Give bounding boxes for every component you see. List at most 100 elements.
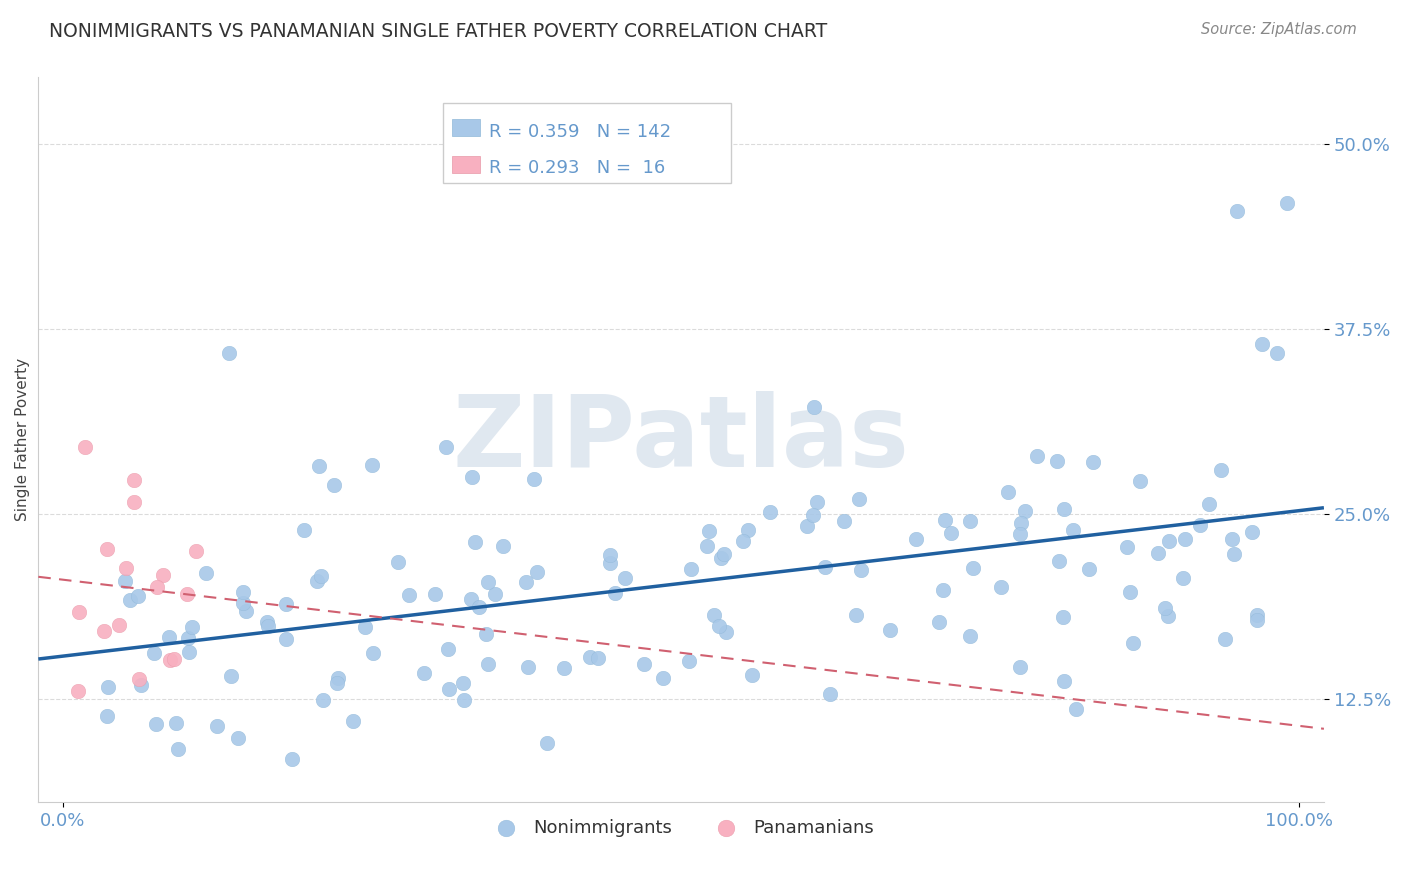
Point <box>1010 527 1032 541</box>
Point <box>714 624 737 639</box>
Point <box>145 717 167 731</box>
Point <box>176 587 198 601</box>
Point <box>709 550 731 565</box>
Point <box>990 580 1012 594</box>
Point <box>115 560 138 574</box>
Point <box>1275 196 1298 211</box>
Point <box>451 675 474 690</box>
Point <box>256 615 278 629</box>
Point <box>939 526 962 541</box>
Point <box>1081 455 1104 469</box>
Point <box>129 678 152 692</box>
Point <box>124 494 146 508</box>
Point <box>221 669 243 683</box>
Point <box>959 629 981 643</box>
Point <box>361 647 384 661</box>
Point <box>434 440 457 454</box>
Point <box>703 608 725 623</box>
Point <box>205 718 228 732</box>
Point <box>122 474 145 488</box>
Point <box>437 681 460 696</box>
Point <box>276 597 298 611</box>
Point <box>1025 449 1047 463</box>
Point <box>66 684 89 698</box>
Point <box>1156 608 1178 623</box>
Point <box>228 731 250 745</box>
Point <box>477 657 499 671</box>
Point <box>1246 608 1268 623</box>
Point <box>758 505 780 519</box>
Point <box>67 605 90 619</box>
Point <box>1213 632 1236 646</box>
Y-axis label: Single Father Poverty: Single Father Poverty <box>15 359 30 522</box>
Point <box>1246 613 1268 627</box>
Point <box>162 652 184 666</box>
Point <box>1046 454 1069 468</box>
Point <box>696 539 718 553</box>
Point <box>308 458 330 473</box>
Point <box>713 547 735 561</box>
Point <box>412 666 434 681</box>
Point <box>679 562 702 576</box>
Point <box>1153 601 1175 615</box>
Point <box>232 585 254 599</box>
Point <box>453 693 475 707</box>
Point <box>1052 610 1074 624</box>
Point <box>1198 497 1220 511</box>
Point <box>578 650 600 665</box>
Point <box>492 540 515 554</box>
Point <box>741 667 763 681</box>
Point <box>803 401 825 415</box>
Point <box>1226 203 1249 218</box>
Point <box>1053 673 1076 688</box>
Point <box>733 534 755 549</box>
Point <box>849 563 872 577</box>
Point <box>1267 346 1289 360</box>
Point <box>586 651 609 665</box>
Point <box>75 440 97 454</box>
Point <box>523 472 546 486</box>
Point <box>633 657 655 671</box>
Point <box>879 623 901 637</box>
Point <box>398 588 420 602</box>
Point <box>305 574 328 588</box>
Point <box>235 603 257 617</box>
Point <box>905 532 928 546</box>
Point <box>1014 504 1036 518</box>
Point <box>468 600 491 615</box>
Point <box>932 583 955 598</box>
Point <box>354 620 377 634</box>
Point <box>194 566 217 580</box>
Point <box>1115 540 1137 554</box>
Point <box>832 514 855 528</box>
Point <box>166 742 188 756</box>
Point <box>959 514 981 528</box>
Point <box>699 524 721 539</box>
Point <box>801 508 824 523</box>
Point <box>474 627 496 641</box>
Legend: Nonimmigrants, Panamanians: Nonimmigrants, Panamanians <box>481 812 882 844</box>
Point <box>678 654 700 668</box>
Point <box>97 680 120 694</box>
Point <box>818 687 841 701</box>
Point <box>276 632 298 647</box>
Point <box>553 660 575 674</box>
Point <box>159 630 181 644</box>
Point <box>1251 336 1274 351</box>
Point <box>605 585 627 599</box>
Point <box>1062 523 1084 537</box>
Point <box>281 752 304 766</box>
Point <box>707 619 730 633</box>
Point <box>152 567 174 582</box>
Text: R = 0.293   N =  16: R = 0.293 N = 16 <box>489 159 665 177</box>
Point <box>143 646 166 660</box>
Point <box>342 714 364 728</box>
Point <box>516 660 538 674</box>
Point <box>1220 532 1243 546</box>
Text: ZIPatlas: ZIPatlas <box>453 392 910 488</box>
Point <box>425 587 447 601</box>
Point <box>1010 516 1032 531</box>
Point <box>1188 517 1211 532</box>
Point <box>737 523 759 537</box>
Point <box>93 624 115 638</box>
